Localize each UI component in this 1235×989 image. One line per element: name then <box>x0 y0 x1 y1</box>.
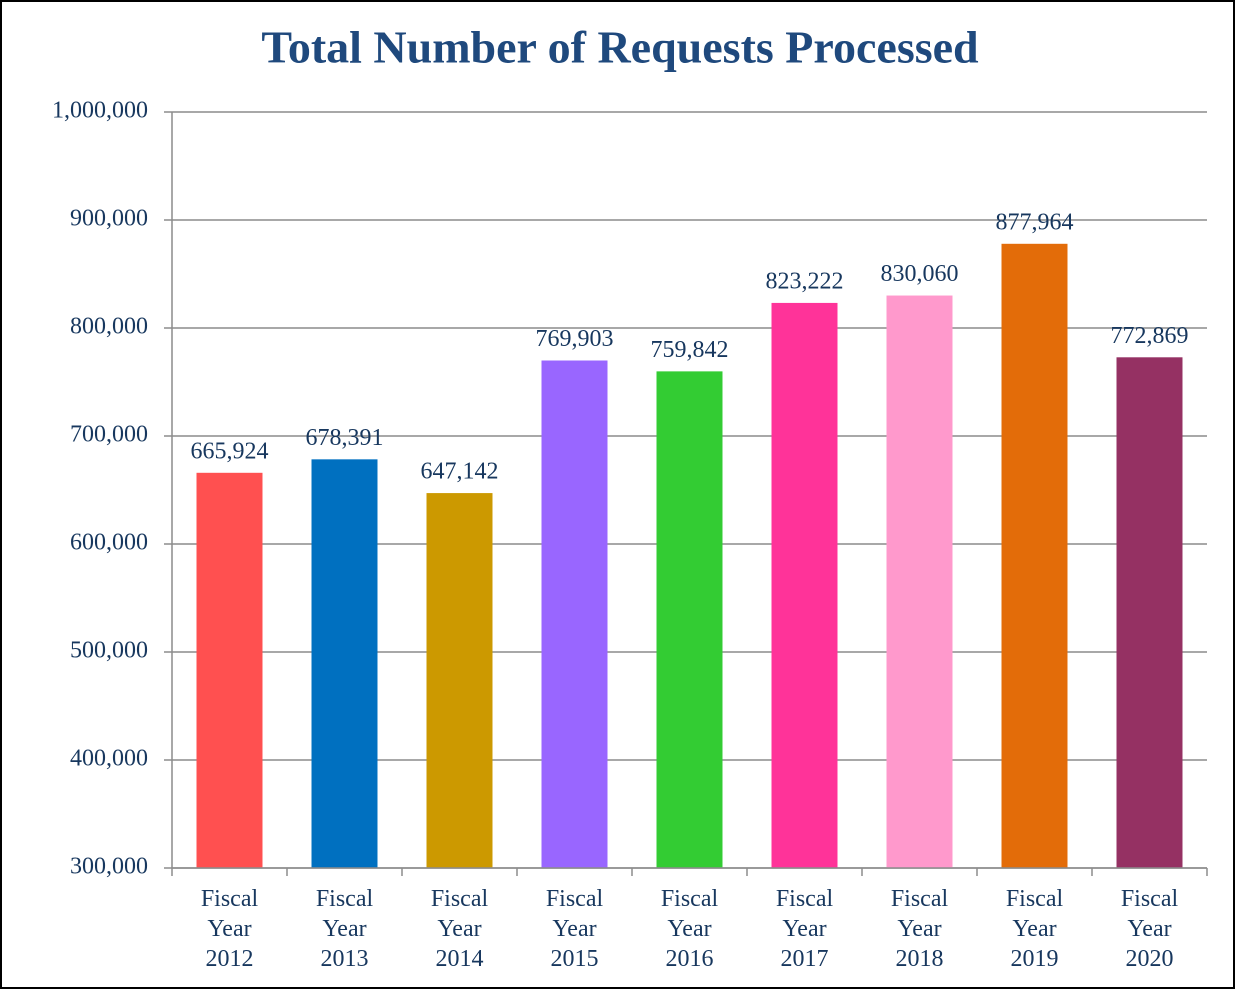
x-tick-label: Fiscal Year 2014 <box>430 886 489 972</box>
x-tick-label: Fiscal Year 2016 <box>660 886 719 972</box>
chart-title: Total Number of Requests Processed <box>261 22 979 73</box>
bar <box>311 459 378 868</box>
bar <box>771 302 838 868</box>
value-label: 678,391 <box>306 425 384 451</box>
value-label: 647,142 <box>421 459 499 485</box>
y-tick-label: 1,000,000 <box>52 98 148 124</box>
x-tick-label: Fiscal Year 2017 <box>775 886 834 972</box>
bar <box>541 360 608 868</box>
bar <box>1001 243 1068 868</box>
y-tick-label: 600,000 <box>70 530 148 556</box>
bar <box>1116 357 1183 868</box>
bar <box>886 295 953 869</box>
bar <box>656 371 723 868</box>
value-label: 877,964 <box>996 209 1074 235</box>
value-label: 823,222 <box>766 268 844 294</box>
bar <box>196 472 263 868</box>
y-tick-label: 700,000 <box>70 422 148 448</box>
x-tick-label: Fiscal Year 2018 <box>890 886 949 972</box>
bar <box>426 493 493 868</box>
x-tick-label: Fiscal Year 2013 <box>315 886 374 972</box>
x-tick-label: Fiscal Year 2020 <box>1120 886 1179 972</box>
y-tick-label: 800,000 <box>70 314 148 340</box>
y-tick-label: 400,000 <box>70 746 148 772</box>
y-tick-label: 300,000 <box>70 854 148 880</box>
x-tick-label: Fiscal Year 2019 <box>1005 886 1064 972</box>
x-tick-label: Fiscal Year 2012 <box>200 886 259 972</box>
value-label: 759,842 <box>651 337 729 363</box>
x-tick-label: Fiscal Year 2015 <box>545 886 604 972</box>
value-label: 769,903 <box>536 326 614 352</box>
value-label: 665,924 <box>191 438 269 464</box>
y-tick-label: 500,000 <box>70 638 148 664</box>
y-tick-label: 900,000 <box>70 206 148 232</box>
value-label: 830,060 <box>881 261 959 287</box>
value-label: 772,869 <box>1111 323 1189 349</box>
